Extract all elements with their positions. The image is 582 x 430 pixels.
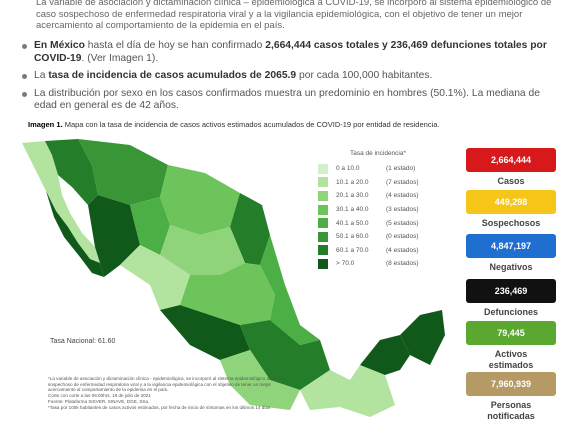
legend-swatch [318,204,328,215]
bullet: En México hasta el día de hoy se han con… [20,40,565,65]
legend-swatch [318,177,328,188]
legend-swatch [318,190,328,201]
map-region [130,197,170,255]
legend-count: (5 estados) [386,219,419,227]
map-region [160,305,250,360]
stat-label: Activos estimados [488,349,534,370]
map [22,139,445,417]
bullet-text: La [34,70,49,81]
caption: Imagen 1. Mapa con la tasa de incidencia… [28,120,440,129]
map-region [260,235,320,345]
legend-swatch [318,245,328,256]
legend-row: 30.1 a 40.0 (3 estados) [318,203,419,217]
bullet: La distribución por sexo en los casos co… [20,88,565,113]
footnotes: *La variable de asociación y dictaminaci… [48,376,298,412]
legend-range: 0 a 10.0 [336,165,360,173]
legend-count: (4 estados) [386,192,419,200]
bullet-text: . (Ver Imagen 1). [81,52,159,64]
legend-count: (8 estados) [386,260,419,268]
legend-row: 10.1 a 20.0 (7 estados) [318,176,419,190]
map-region [120,245,190,310]
legend-row: > 70.0 (8 estados) [318,257,419,271]
legend-count: (0 estados) [386,233,419,241]
legend-swatch [318,258,328,269]
legend-range: 40.1 a 50.0 [336,219,369,227]
map-region [300,365,395,417]
footnote: *La variable de asociación y dictaminaci… [48,376,283,393]
map-region [240,320,330,390]
caption-text: Mapa con la tasa de incidencia de casos … [62,120,440,129]
national-rate: Tasa Nacional: 61.60 [50,338,116,345]
bullets: En México hasta el día de hoy se han con… [20,40,565,118]
legend-row: 0 a 10.0 (1 estado) [318,162,419,176]
legend: Tasa de incidencia* 0 a 10.0 (1 estado) 10.… [318,150,419,271]
map-region [160,225,245,275]
legend-row: 50.1 a 60.0 (0 estados) [318,230,419,244]
legend-count: (4 estados) [386,246,419,254]
map-region [400,310,445,365]
legend-swatch [318,218,328,229]
stat-value: 4,847,197 [466,234,556,258]
map-region [360,335,410,375]
legend-count: (3 estados) [386,206,419,214]
stat-label: Personas notificadas [487,400,535,421]
stat-label: Sospechosos [481,218,541,228]
legend-row: 40.1 a 50.0 (5 estados) [318,216,419,230]
stat-value: 449,298 [466,190,556,214]
legend-range: 60.1 a 70.0 [336,246,369,254]
footnote: Fuente: Plataforma SISVER, SINAVE, DGE, … [48,399,150,405]
bullet-text: La distribución por sexo en los casos co… [34,87,540,112]
footnote: *Tasa por 100k habitantes de casos activ… [48,405,271,411]
map-region [180,263,275,325]
map-region [88,195,140,277]
stat-label: Defunciones [483,307,538,317]
legend-range: > 70.0 [336,260,355,268]
bullet-text: tasa de incidencia de casos acumulados d… [48,70,297,81]
map-region [230,193,270,265]
legend-range: 50.1 a 60.0 [336,233,369,241]
legend-count: (1 estado) [386,165,416,173]
legend-title: Tasa de incidencia* [350,150,407,157]
bullet-text: por cada 100,000 habitantes. [296,70,433,81]
map-region [78,139,168,205]
legend-range: 30.1 a 40.0 [336,206,369,214]
stat-label: Casos [497,176,525,186]
legend-row: 60.1 a 70.0 (4 estados) [318,244,419,258]
legend-count: (7 estados) [386,178,419,186]
stat-value: 79,445 [466,321,556,345]
bullet: La tasa de incidencia de casos acumulado… [20,70,565,83]
bullet-text: 2,664,444 casos totales y 236,469 defunc… [34,40,547,64]
stat-label: Negativos [489,262,533,272]
legend-range: 10.1 a 20.0 [336,178,369,186]
legend-swatch [318,231,328,242]
intro: La variable de asociación y dictaminació… [36,0,552,31]
map-region [45,139,98,205]
stat-value: 7,960,939 [466,372,556,396]
map-region [220,350,300,410]
stat-value: 2,664,444 [466,148,556,172]
map-region [22,141,100,263]
legend-swatch [318,163,328,174]
bullet-text: En México [34,40,85,51]
stat-value: 236,469 [466,279,556,303]
caption-label: Imagen 1. [28,120,63,129]
footnote: Corte con corte a las 06:00hrs, 18 de ju… [48,393,151,399]
legend-row: 20.1 a 30.0 (4 estados) [318,189,419,203]
map-region [160,165,240,235]
legend-range: 20.1 a 30.0 [336,192,369,200]
bullet-text: hasta el día de hoy se han confirmado [84,40,266,51]
map-region [46,191,104,277]
